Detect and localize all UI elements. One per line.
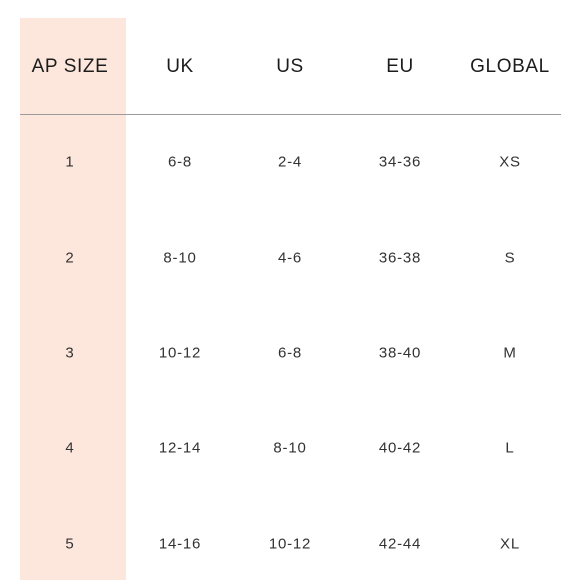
header-uk: UK [166,56,194,77]
cell-uk: 12-14 [158,439,202,457]
cell-eu: 38-40 [378,344,422,362]
cell-eu: 34-36 [378,153,422,171]
cell-uk: 14-16 [158,535,202,553]
header-divider [20,114,561,115]
ap-size-column-highlight [20,18,126,580]
cell-global: L [505,439,515,457]
header-us: US [276,56,304,77]
cell-ap-size: 4 [65,439,75,457]
cell-us: 6-8 [277,344,303,362]
cell-global: XS [499,153,521,171]
cell-uk: 6-8 [167,153,193,171]
cell-ap-size: 5 [65,535,75,553]
cell-ap-size: 2 [65,249,75,267]
cell-us: 2-4 [277,153,303,171]
cell-global: M [503,344,517,362]
cell-eu: 42-44 [378,535,422,553]
cell-ap-size: 1 [65,153,75,171]
cell-eu: 36-38 [378,249,422,267]
header-eu: EU [386,56,414,77]
cell-ap-size: 3 [65,344,75,362]
cell-us: 8-10 [273,439,307,457]
cell-uk: 10-12 [158,344,202,362]
cell-us: 4-6 [277,249,303,267]
cell-eu: 40-42 [378,439,422,457]
cell-us: 10-12 [268,535,312,553]
cell-global: XL [500,535,520,553]
header-global: GLOBAL [470,56,550,77]
header-ap-size: AP SIZE [31,56,109,77]
cell-global: S [504,249,516,267]
cell-uk: 8-10 [163,249,197,267]
